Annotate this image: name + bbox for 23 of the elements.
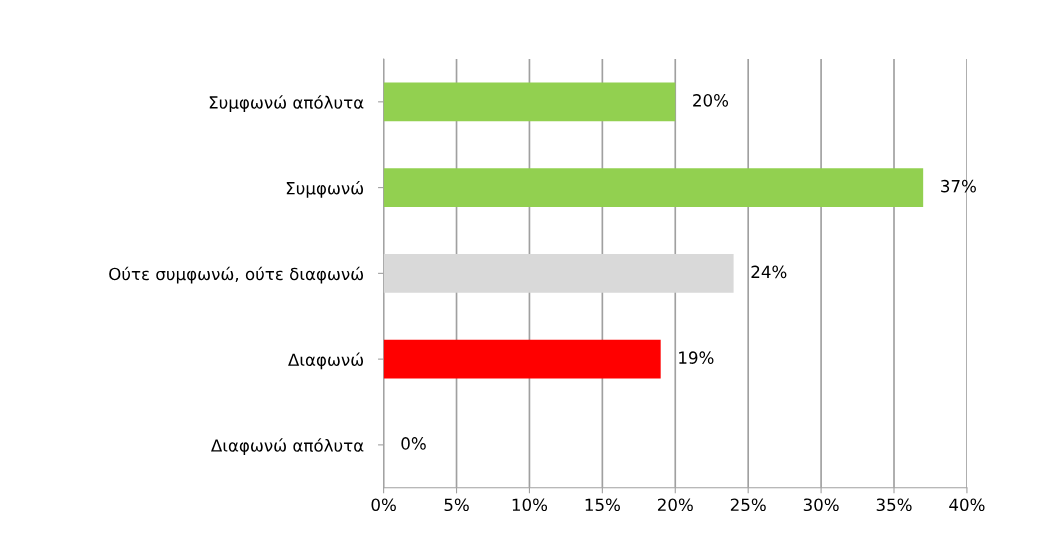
bar bbox=[383, 82, 676, 122]
x-tick-label: 35% bbox=[876, 498, 912, 512]
data-label: 0% bbox=[401, 437, 426, 450]
x-tick-label: 20% bbox=[657, 498, 693, 512]
y-tick-label: Ούτε συμφωνώ, ούτε διαφωνώ bbox=[109, 266, 364, 284]
x-tick-label: 40% bbox=[949, 498, 985, 512]
data-label: 20% bbox=[693, 94, 729, 107]
x-tick-label: 30% bbox=[803, 498, 839, 512]
x-tick-label: 0% bbox=[371, 498, 396, 512]
x-tick-label: 15% bbox=[585, 498, 620, 512]
x-tick-label: 25% bbox=[730, 498, 766, 512]
bar bbox=[383, 339, 661, 379]
y-tick-label: Διαφωνώ απόλυτα bbox=[211, 438, 364, 456]
x-tick-label: 10% bbox=[512, 498, 548, 512]
data-label: 37% bbox=[941, 179, 976, 193]
data-label: 19% bbox=[679, 351, 714, 364]
y-tick-label: Συμφωνώ bbox=[286, 180, 364, 198]
y-tick-label: Διαφωνώ bbox=[288, 352, 364, 370]
bar bbox=[383, 254, 734, 293]
bar bbox=[383, 168, 924, 207]
data-label: 24% bbox=[751, 265, 787, 279]
y-tick-label: Συμφωνώ απόλυτα bbox=[209, 95, 364, 112]
x-tick-label: 5% bbox=[444, 498, 469, 512]
